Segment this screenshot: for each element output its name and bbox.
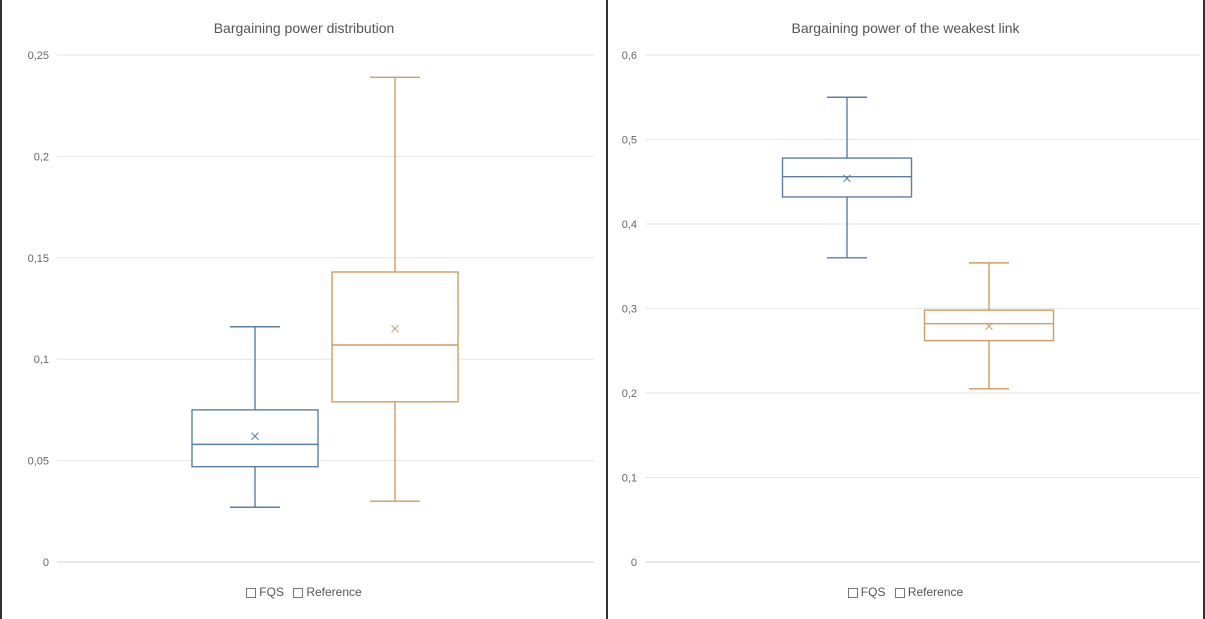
box-iqr [331, 271, 459, 403]
y-tick-label: 0,2 [622, 388, 637, 400]
chart-title: Bargaining power distribution [213, 20, 395, 36]
legend-label-reference: Reference [306, 585, 362, 599]
legend-swatch-fqs [847, 587, 858, 598]
y-tick-label: 0,3 [622, 304, 637, 316]
legend-item-reference: Reference [894, 585, 964, 599]
chart-plot-area: 0 0,1 0,2 0,3 0,4 0,5 0,6 [622, 50, 1200, 569]
legend-item-fqs: FQS [246, 585, 284, 599]
y-tick-label: 0 [631, 557, 637, 569]
mean-marker [843, 174, 851, 183]
legend-item-reference: Reference [293, 585, 362, 599]
legend-label-fqs: FQS [860, 585, 886, 599]
chart-legend: FQS Reference [608, 585, 1203, 599]
chart-panel-right: Bargaining power of the weakest link 0 0,… [608, 0, 1205, 619]
y-tick-label: 0,4 [622, 219, 637, 231]
legend-swatch-reference [293, 587, 304, 598]
legend-swatch-fqs [246, 587, 257, 598]
box-plot-fqs [781, 96, 913, 259]
mean-marker [251, 432, 259, 441]
y-tick-label: 0,1 [622, 473, 637, 485]
y-tick-label: 0,2 [34, 151, 49, 163]
box-plot-fqs [191, 326, 319, 508]
y-tick-label: 0,25 [28, 50, 49, 62]
box-iqr [781, 157, 913, 198]
y-tick-label: 0,05 [28, 456, 49, 468]
legend-label-fqs: FQS [259, 585, 284, 599]
mean-marker [391, 324, 399, 333]
y-tick-label: 0 [43, 557, 49, 569]
box-plot-reference [923, 262, 1055, 390]
legend-label-reference: Reference [907, 585, 964, 599]
legend-item-fqs: FQS [847, 585, 886, 599]
chart-panel-left: Bargaining power distribution 0 0,05 0,1 0,… [0, 0, 608, 619]
box-iqr [923, 309, 1055, 342]
y-tick-label: 0,15 [28, 253, 49, 265]
y-tick-label: 0,6 [622, 50, 637, 62]
y-tick-label: 0,1 [34, 354, 49, 366]
legend-swatch-reference [894, 587, 905, 598]
box-iqr [191, 409, 319, 468]
chart-plot-area: 0 0,05 0,1 0,15 0,2 0,25 [28, 50, 594, 569]
box-plot-reference [331, 76, 459, 502]
chart-legend: FQS Reference [2, 585, 606, 599]
mean-marker [985, 322, 993, 331]
y-tick-label: 0,5 [622, 135, 637, 147]
chart-title: Bargaining power of the weakest link [791, 20, 1020, 36]
